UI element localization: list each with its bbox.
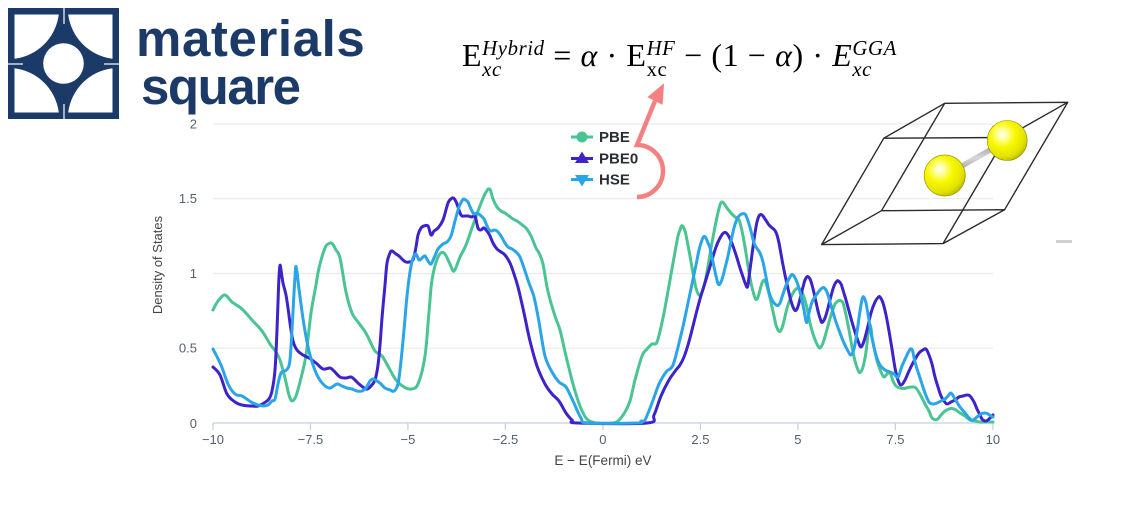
svg-text:HSE: HSE (599, 172, 630, 189)
svg-text:E − E(Fermi) eV: E − E(Fermi) eV (554, 453, 651, 468)
svg-text:0: 0 (599, 432, 606, 447)
svg-text:−5: −5 (400, 432, 415, 447)
svg-text:1: 1 (190, 266, 197, 281)
svg-text:−2.5: −2.5 (493, 432, 519, 447)
svg-text:1.5: 1.5 (179, 191, 197, 206)
svg-text:7.5: 7.5 (886, 432, 904, 447)
svg-text:0: 0 (190, 416, 197, 431)
svg-text:−10: −10 (202, 432, 224, 447)
svg-text:2.5: 2.5 (691, 432, 709, 447)
svg-text:PBE: PBE (599, 129, 630, 146)
svg-text:2: 2 (190, 117, 197, 132)
svg-text:5: 5 (794, 432, 801, 447)
svg-text:Density of States: Density of States (150, 215, 165, 314)
svg-text:−7.5: −7.5 (298, 432, 324, 447)
svg-text:PBE0: PBE0 (599, 151, 638, 168)
svg-text:0.5: 0.5 (179, 341, 197, 356)
svg-text:10: 10 (986, 432, 1000, 447)
